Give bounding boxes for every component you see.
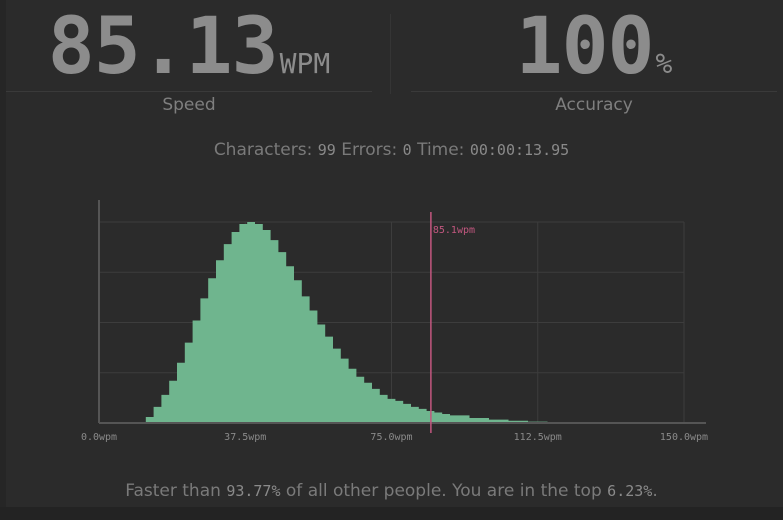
speed-divider [6, 91, 372, 92]
x-tick-label-0: 0.0wpm [81, 432, 117, 443]
bottom-edge [0, 507, 783, 520]
accuracy-value-line: 100% [411, 2, 777, 113]
accuracy-value: 100 [515, 2, 655, 92]
accuracy-label: Accuracy [555, 95, 633, 115]
accuracy-stat: 100% Accuracy [411, 0, 777, 118]
test-details: Characters: 99 Errors: 0 Time: 00:00:13.… [0, 140, 783, 160]
distribution-area [138, 222, 645, 423]
characters-label: Characters: [213, 140, 313, 160]
speed-value-line: 85.13WPM [6, 2, 372, 113]
time-label: Time: [417, 140, 465, 160]
wpm-distribution-chart: 0.0wpm 37.5wpm 75.0wpm 112.5wpm 150.0wpm 85.1… [81, 200, 708, 443]
x-tick-label-3: 112.5wpm [514, 432, 562, 443]
errors-label: Errors: [341, 140, 398, 160]
x-tick-label-2: 75.0wpm [370, 432, 412, 443]
speed-stat: 85.13WPM Speed [6, 0, 372, 118]
speed-label: Speed [162, 95, 216, 115]
errors-value: 0 [402, 141, 412, 159]
accuracy-unit: % [655, 47, 673, 80]
left-edge [0, 0, 6, 520]
speed-unit: WPM [279, 47, 331, 80]
current-speed-marker-label: 85.1wpm [433, 225, 475, 236]
speed-value: 85.13 [47, 2, 279, 92]
time-value: 00:00:13.95 [469, 141, 570, 159]
x-tick-label-4: 150.0wpm [660, 432, 708, 443]
faster-prefix: Faster than [125, 481, 221, 501]
percentile-summary: Faster than 93.77% of all other people. … [0, 481, 783, 501]
characters-value: 99 [317, 141, 336, 159]
accuracy-divider [411, 91, 777, 92]
faster-percent: 93.77% [226, 482, 281, 500]
footer-middle-text: of all other people. You are in the top [285, 481, 602, 501]
footer-suffix: . [652, 481, 658, 501]
stat-separator [390, 14, 391, 94]
x-tick-label-1: 37.5wpm [224, 432, 266, 443]
top-percent: 6.23% [607, 482, 653, 500]
